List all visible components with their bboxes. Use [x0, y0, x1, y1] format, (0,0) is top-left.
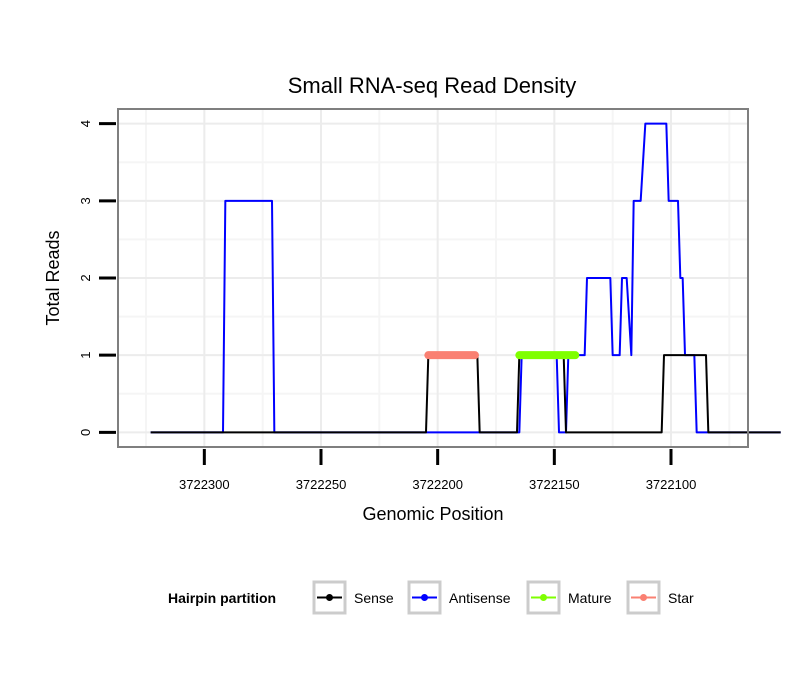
- y-axis: 0 1 2 3 4: [78, 120, 116, 436]
- legend-key-point: [326, 594, 333, 601]
- x-axis-title: Genomic Position: [362, 504, 503, 524]
- x-tick-label: 3722100: [646, 477, 697, 492]
- legend-key-point: [540, 594, 547, 601]
- x-tick-label: 3722150: [529, 477, 580, 492]
- series-layer: [150, 122, 781, 434]
- plot-panel-border: [117, 108, 749, 448]
- y-axis-title: Total Reads: [43, 230, 63, 325]
- legend-key-point: [421, 594, 428, 601]
- grid: [118, 109, 748, 447]
- legend-label: Mature: [568, 590, 612, 606]
- legend-item-star: Star: [626, 580, 694, 615]
- legend-label: Sense: [354, 590, 394, 606]
- legend-item-sense: Sense: [312, 580, 394, 615]
- legend: Hairpin partition Sense Antisense Mature Sta…: [168, 580, 694, 615]
- y-tick-label: 2: [78, 274, 93, 281]
- y-tick-label: 4: [78, 120, 93, 127]
- series-antisense-line: [150, 122, 781, 434]
- chart-title: Small RNA-seq Read Density: [288, 73, 577, 98]
- legend-item-antisense: Antisense: [407, 580, 511, 615]
- legend-item-mature: Mature: [526, 580, 612, 615]
- legend-label: Antisense: [449, 590, 511, 606]
- x-tick-label: 3722200: [412, 477, 463, 492]
- y-tick-label: 0: [78, 429, 93, 436]
- x-tick-label: 3722300: [179, 477, 230, 492]
- legend-label: Star: [668, 590, 694, 606]
- y-tick-label: 1: [78, 352, 93, 359]
- legend-key-point: [640, 594, 647, 601]
- y-tick-label: 3: [78, 197, 93, 204]
- x-tick-label: 3722250: [296, 477, 347, 492]
- legend-title: Hairpin partition: [168, 590, 276, 606]
- x-axis: 3722300 3722250 3722200 3722150 3722100: [179, 449, 696, 492]
